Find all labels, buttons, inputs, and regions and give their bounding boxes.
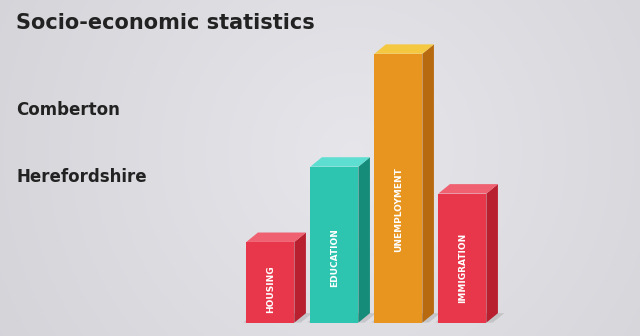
Polygon shape (246, 242, 294, 323)
Polygon shape (310, 157, 370, 167)
Polygon shape (438, 194, 486, 323)
Polygon shape (435, 313, 504, 323)
Polygon shape (294, 233, 306, 323)
Polygon shape (374, 313, 434, 323)
Polygon shape (438, 184, 498, 194)
Polygon shape (371, 313, 440, 323)
Text: HOUSING: HOUSING (266, 265, 275, 312)
Polygon shape (374, 44, 434, 54)
Polygon shape (374, 54, 422, 323)
Text: Comberton: Comberton (16, 101, 120, 119)
Polygon shape (310, 313, 370, 323)
Polygon shape (486, 184, 498, 323)
Polygon shape (438, 313, 498, 323)
Polygon shape (422, 44, 434, 323)
Polygon shape (246, 233, 306, 242)
Text: IMMIGRATION: IMMIGRATION (458, 233, 467, 303)
Polygon shape (358, 157, 370, 323)
Polygon shape (307, 313, 376, 323)
Polygon shape (243, 313, 312, 323)
Text: Socio-economic statistics: Socio-economic statistics (16, 13, 315, 34)
Polygon shape (310, 167, 358, 323)
Text: Herefordshire: Herefordshire (16, 168, 147, 186)
Text: UNEMPLOYMENT: UNEMPLOYMENT (394, 167, 403, 252)
Text: EDUCATION: EDUCATION (330, 228, 339, 287)
Polygon shape (246, 313, 306, 323)
